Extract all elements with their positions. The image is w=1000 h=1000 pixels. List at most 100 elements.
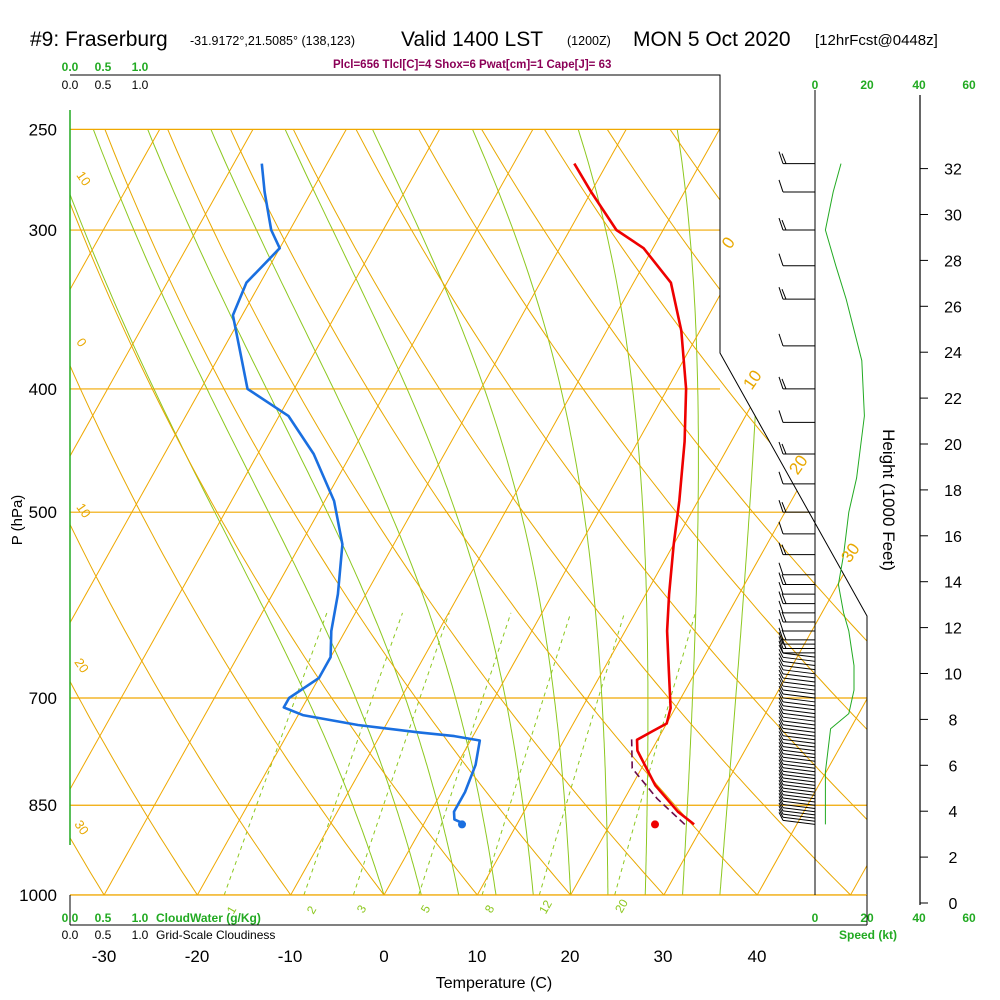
moist-adiabat: [372, 129, 572, 895]
wind-barb-flag: [778, 796, 784, 805]
wind-barb: [778, 793, 816, 806]
wind-speed-tick-bottom: 40: [912, 911, 926, 925]
surface-temperature-marker: [651, 820, 659, 829]
cloudiness-scale-top: 0.5: [95, 78, 112, 92]
isotherm-label-text: 30: [71, 817, 92, 837]
pressure-tick-label: 400: [29, 380, 57, 399]
wind-barb-staff: [782, 705, 816, 711]
wind-barb: [778, 779, 816, 793]
pressure-tick-label: 300: [29, 221, 57, 240]
wind-barb-flag: [778, 562, 784, 575]
wind-barb-flag: [778, 708, 784, 718]
wind-barb-flag: [778, 657, 784, 666]
wind-barb-flag: [778, 789, 784, 799]
wind-barb-flag: [781, 638, 787, 649]
wind-barb: [778, 720, 816, 733]
wind-barb-flag: [778, 673, 784, 683]
wind-barb-flag: [778, 786, 784, 795]
wind-barb-flag: [778, 609, 784, 623]
wind-barb-flag: [778, 600, 784, 614]
wind-barb-staff: [782, 724, 816, 730]
wind-barb: [778, 741, 816, 755]
wind-speed-tick-top: 20: [860, 78, 874, 92]
wind-barb-flag: [778, 727, 784, 737]
surface-dewpoint-marker: [458, 820, 466, 829]
wind-barb-flag: [778, 661, 784, 671]
wind-barb: [778, 723, 816, 737]
wind-barb-staff: [782, 753, 816, 759]
wind-barb: [778, 705, 816, 718]
height-tick-label: 30: [944, 208, 962, 225]
cloudiness-scale-bottom: 0.0: [62, 928, 79, 942]
wind-barb-flag: [781, 153, 787, 164]
wind-barb: [778, 745, 816, 759]
height-tick-label: 18: [944, 483, 962, 500]
wind-barb-flag: [778, 697, 784, 706]
pressure-tick-label: 700: [29, 689, 57, 708]
isotherm-label-text: 30: [837, 540, 863, 566]
wind-barb: [778, 217, 815, 231]
wind-barb: [778, 701, 816, 715]
pressure-tick-label: 1000: [19, 886, 57, 905]
wind-barb: [778, 812, 816, 825]
cloudiness-scale-top: 0.0: [62, 78, 79, 92]
dry-adiabat: [355, 129, 867, 895]
wind-barb-flag: [778, 716, 784, 725]
mixing-ratio-label: 5: [418, 902, 434, 915]
wind-barb-flag: [778, 581, 784, 595]
background-grid: [70, 128, 1000, 895]
wind-barb-staff: [782, 797, 816, 803]
wind-barb-flag: [778, 669, 784, 679]
isotherm-line: [944, 129, 1000, 895]
wind-barb-flag: [778, 766, 784, 775]
parcel-trace: [630, 736, 686, 825]
isotherm-label-text: 10: [73, 168, 94, 188]
wind-barb-flag: [778, 701, 784, 710]
height-tick-label: 0: [949, 896, 958, 913]
wind-barb-flag: [781, 501, 787, 513]
moist-adiabat: [210, 129, 497, 895]
wind-barb-flag: [778, 805, 784, 815]
wind-barb-flag: [781, 288, 787, 300]
dry-adiabat: [167, 129, 665, 895]
wind-barb-staff: [782, 681, 816, 687]
wind-speed-tick-top: 0: [812, 78, 819, 92]
wind-barb: [778, 802, 816, 816]
wind-barb-staff: [782, 677, 816, 683]
wind-barb: [778, 151, 815, 165]
wind-barb: [778, 805, 816, 819]
wind-barb: [778, 689, 816, 703]
height-tick-label: 26: [944, 299, 962, 316]
wind-barb-staff: [782, 767, 816, 773]
wind-barb: [778, 786, 816, 800]
isotherm-label-text: 20: [785, 452, 811, 478]
moist-adiabat: [472, 129, 609, 895]
moist-adiabat: [70, 129, 385, 895]
height-tick-label: 20: [944, 437, 962, 454]
temperature-tick-label: 40: [748, 947, 767, 966]
wind-barb: [778, 731, 816, 744]
wind-barb-staff: [782, 760, 816, 766]
wind-barb-flag: [781, 593, 787, 604]
wind-barb-staff: [782, 770, 816, 776]
mixing-ratio-label: 3: [354, 902, 370, 915]
wind-barb-flag: [778, 723, 784, 733]
wind-barb-flag: [778, 151, 784, 164]
temperature-tick-label: -20: [185, 947, 210, 966]
moist-adiabat: [147, 129, 460, 895]
wind-barb-staff: [782, 780, 816, 786]
wind-barb-flag: [781, 574, 787, 585]
wind-barb-staff: [782, 807, 816, 813]
wind-barb: [778, 773, 816, 786]
wind-speed-tick-bottom: 60: [962, 911, 976, 925]
wind-barb: [778, 521, 815, 535]
wind-barb-flag: [778, 627, 784, 640]
wind-barb: [778, 749, 816, 762]
wind-barb-flag: [778, 712, 784, 722]
dry-adiabat: [70, 129, 385, 895]
cloud-water-scale-bottom: 0.0: [62, 911, 79, 925]
plot-frame: [69, 74, 868, 926]
wind-barb-flag: [778, 410, 784, 423]
wind-barb-flag: [778, 665, 784, 675]
height-axis-label: Height (1000 Feet): [879, 429, 898, 571]
